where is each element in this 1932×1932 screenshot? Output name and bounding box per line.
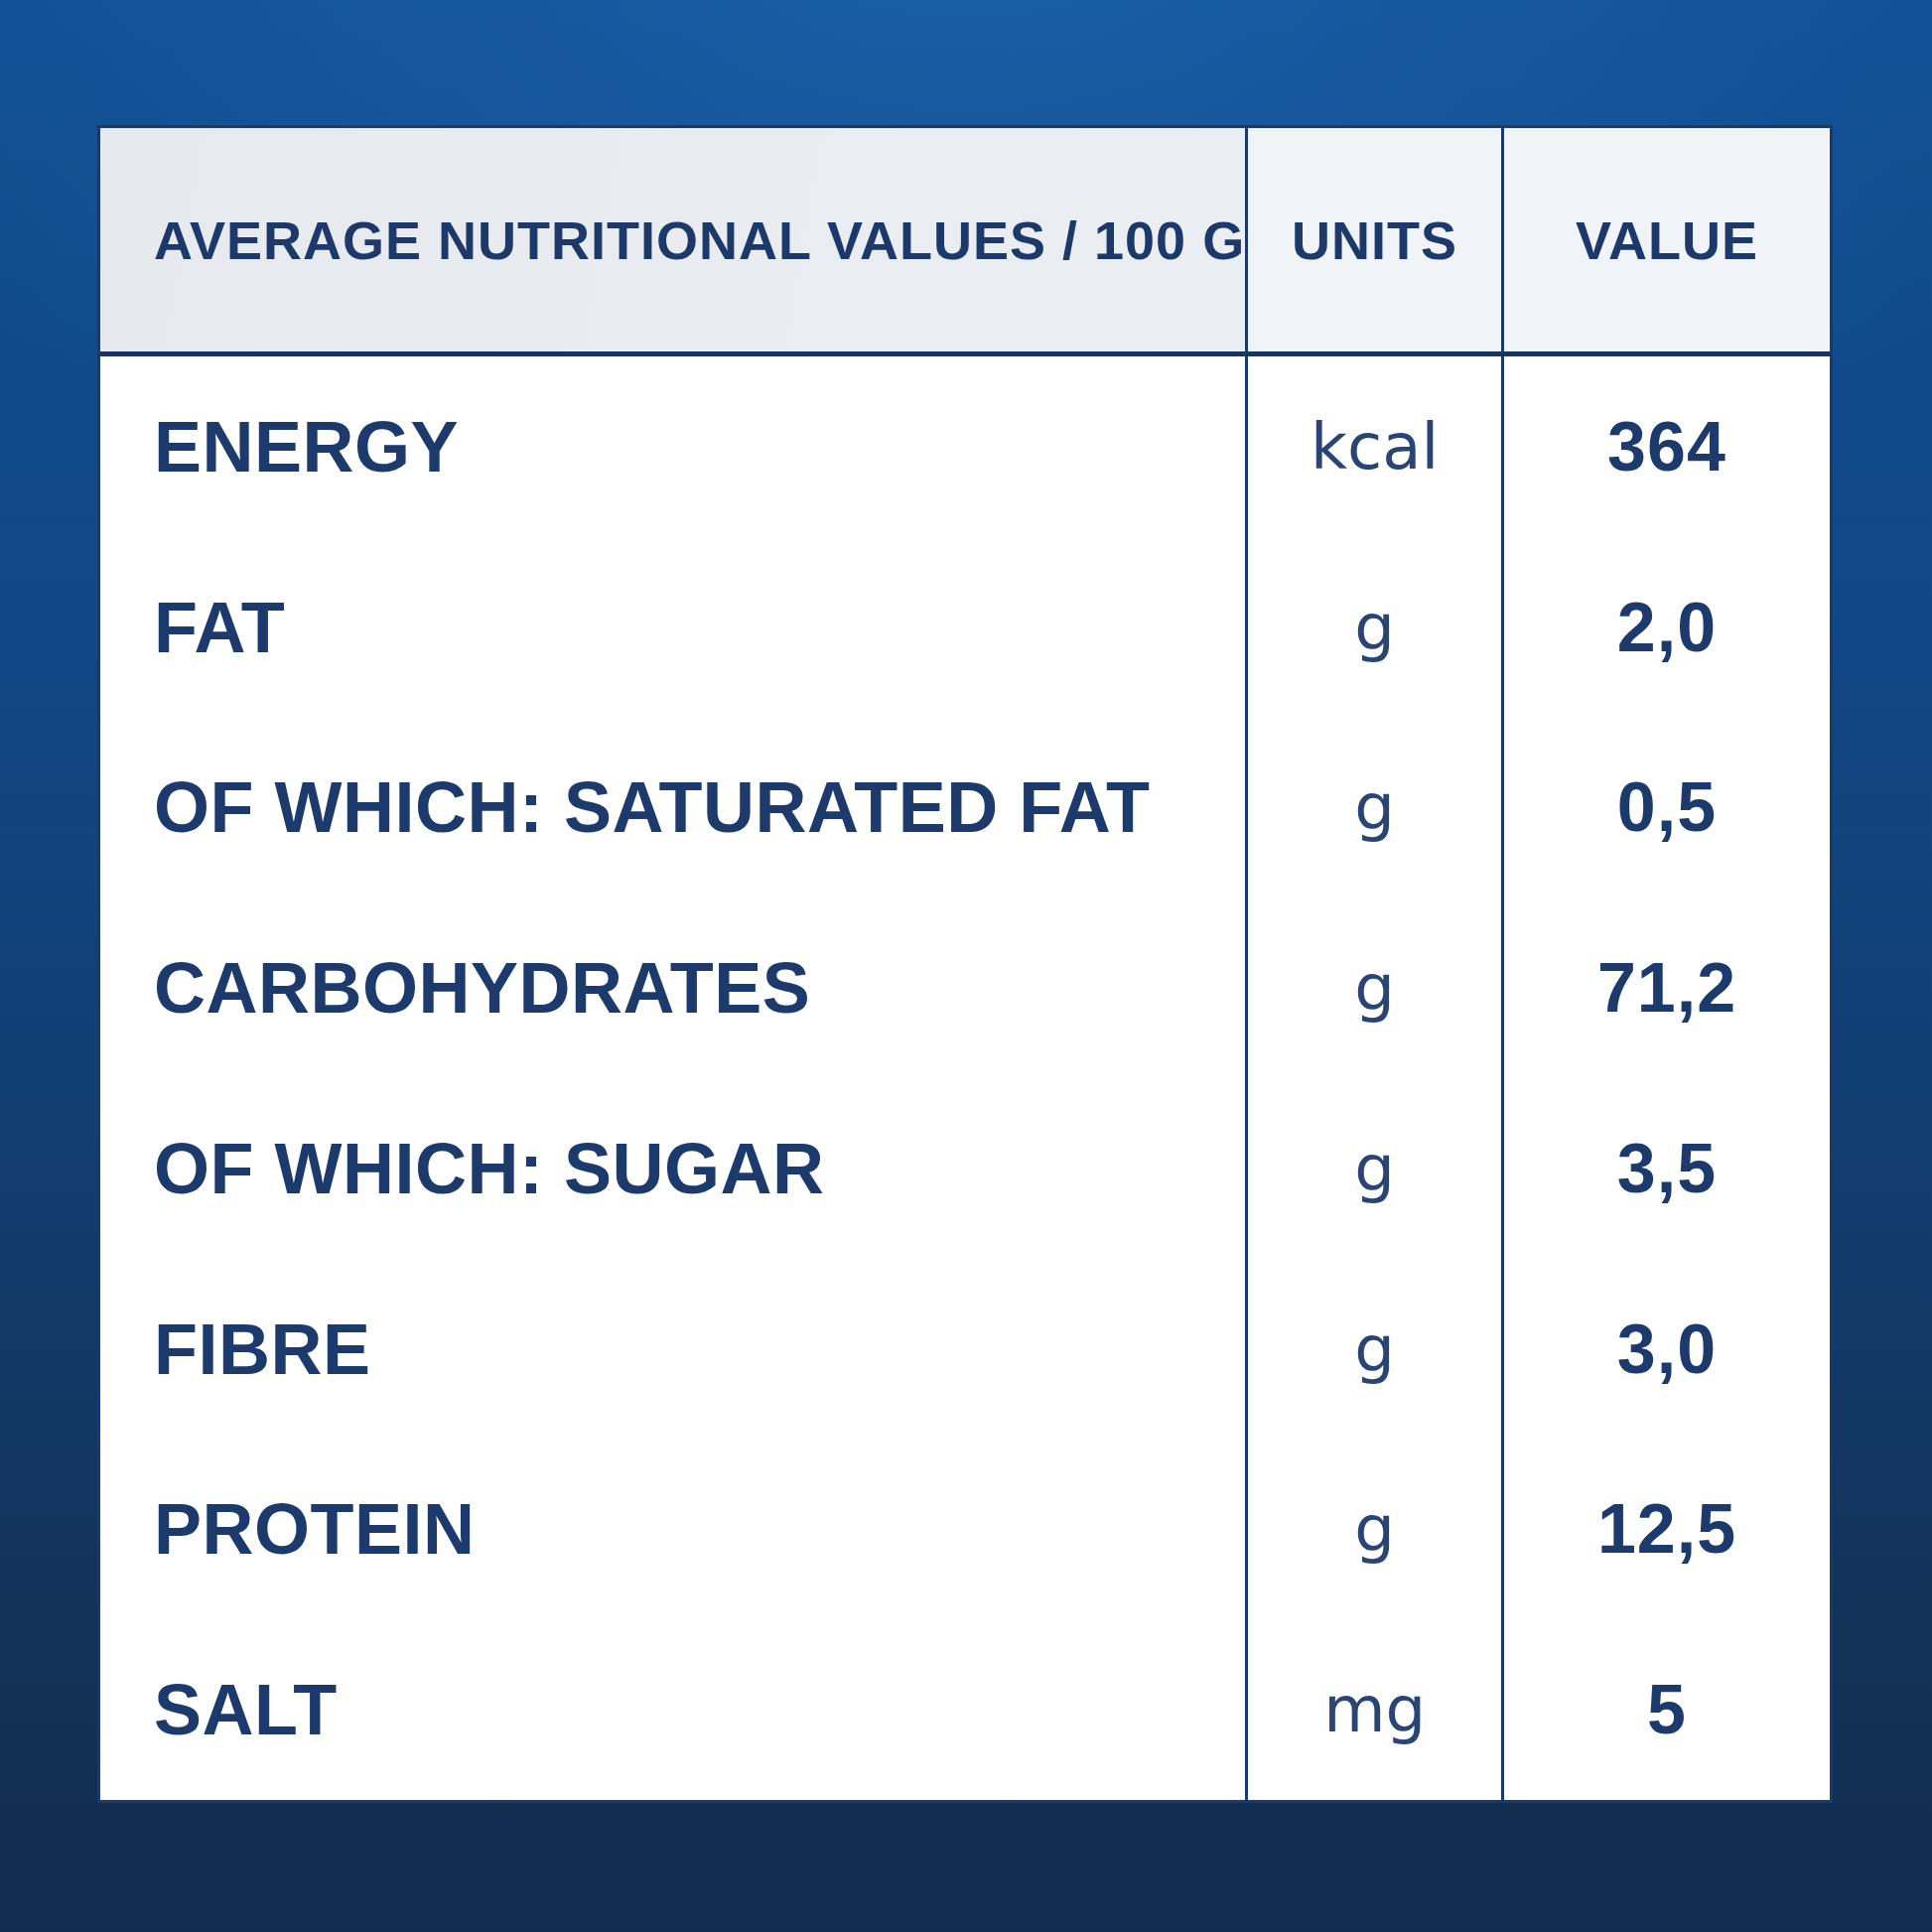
row-fat-label-cell: FAT <box>100 537 1245 718</box>
row-energy-label-cell: ENERGY <box>100 356 1245 537</box>
row-value: 12,5 <box>1597 1489 1736 1569</box>
row-salt-unit-cell: mg <box>1245 1619 1501 1800</box>
row-unit: g <box>1354 951 1395 1025</box>
header-nutrient-label: AVERAGE NUTRITIONAL VALUES / 100 G <box>154 209 1245 271</box>
row-salt-label-cell: SALT <box>100 1619 1245 1800</box>
row-protein-value-cell: 12,5 <box>1501 1440 1830 1620</box>
row-label: PROTEIN <box>154 1488 476 1570</box>
row-label: OF WHICH: SUGAR <box>154 1128 824 1209</box>
row-unit: g <box>1354 591 1395 664</box>
row-unit: mg <box>1323 1673 1426 1746</box>
row-carbohydrates-value-cell: 71,2 <box>1501 897 1830 1078</box>
row-fibre-value-cell: 3,0 <box>1501 1259 1830 1440</box>
header-units-cell: UNITS <box>1245 128 1501 356</box>
row-sugar-unit-cell: g <box>1245 1078 1501 1259</box>
row-fibre-unit-cell: g <box>1245 1259 1501 1440</box>
row-value: 3,0 <box>1617 1310 1717 1389</box>
row-sugar-label-cell: OF WHICH: SUGAR <box>100 1078 1245 1259</box>
row-label: SALT <box>154 1669 338 1750</box>
row-carbohydrates-unit-cell: g <box>1245 897 1501 1078</box>
header-nutrient-cell: AVERAGE NUTRITIONAL VALUES / 100 G <box>100 128 1245 356</box>
row-value: 71,2 <box>1597 948 1736 1028</box>
row-value: 2,0 <box>1617 588 1717 667</box>
row-fat-value-cell: 2,0 <box>1501 537 1830 718</box>
row-unit: kcal <box>1311 410 1439 483</box>
row-saturated-fat-unit-cell: g <box>1245 718 1501 898</box>
row-carbohydrates-label-cell: CARBOHYDRATES <box>100 897 1245 1078</box>
header-value-label: VALUE <box>1576 209 1758 271</box>
page-background: { "table": { "header": { "nutrient": "AV… <box>0 0 1932 1932</box>
row-unit: g <box>1354 1132 1395 1205</box>
row-unit: g <box>1354 1312 1395 1386</box>
row-label: CARBOHYDRATES <box>154 947 810 1029</box>
row-value: 3,5 <box>1617 1129 1717 1208</box>
row-fat-unit-cell: g <box>1245 537 1501 718</box>
row-label: ENERGY <box>154 406 459 487</box>
row-value: 0,5 <box>1617 767 1717 847</box>
row-saturated-fat-label-cell: OF WHICH: SATURATED FAT <box>100 718 1245 898</box>
row-unit: g <box>1354 770 1395 844</box>
row-sugar-value-cell: 3,5 <box>1501 1078 1830 1259</box>
row-label: FIBRE <box>154 1309 371 1390</box>
row-label: FAT <box>154 587 285 668</box>
header-units-label: UNITS <box>1292 209 1457 271</box>
row-protein-label-cell: PROTEIN <box>100 1440 1245 1620</box>
row-saturated-fat-value-cell: 0,5 <box>1501 718 1830 898</box>
header-value-cell: VALUE <box>1501 128 1830 356</box>
row-energy-value-cell: 364 <box>1501 356 1830 537</box>
row-value: 364 <box>1607 407 1726 486</box>
row-fibre-label-cell: FIBRE <box>100 1259 1245 1440</box>
row-unit: g <box>1354 1492 1395 1566</box>
nutrition-table: AVERAGE NUTRITIONAL VALUES / 100 G UNITS… <box>97 125 1833 1803</box>
row-label: OF WHICH: SATURATED FAT <box>154 766 1150 848</box>
row-energy-unit-cell: kcal <box>1245 356 1501 537</box>
row-protein-unit-cell: g <box>1245 1440 1501 1620</box>
row-salt-value-cell: 5 <box>1501 1619 1830 1800</box>
row-value: 5 <box>1647 1670 1687 1749</box>
